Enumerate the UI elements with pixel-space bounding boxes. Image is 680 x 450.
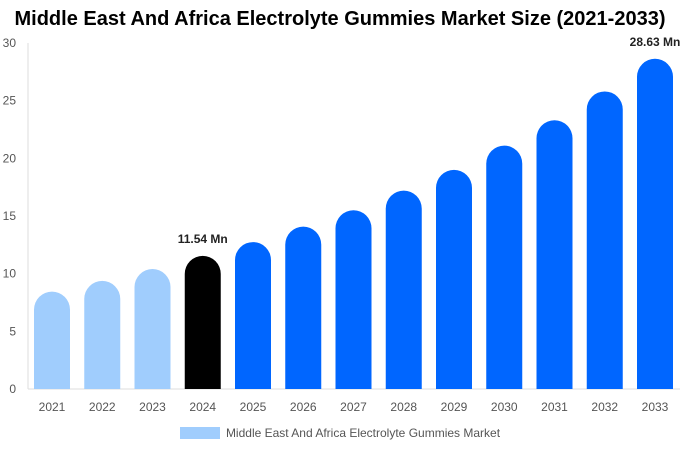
data-label-2024: 11.54 Mn: [178, 232, 228, 246]
bar-2032: [586, 91, 623, 390]
legend: Middle East And Africa Electrolyte Gummi…: [0, 426, 680, 440]
bar-2024: [184, 255, 221, 389]
bar-2025: [235, 242, 271, 389]
x-tick-label: 2026: [290, 400, 317, 414]
bar-2028: [385, 190, 422, 389]
bar-2021: [34, 291, 70, 389]
x-tick-label: 2028: [390, 400, 417, 414]
y-tick-label: 0: [9, 382, 16, 396]
bar-2033: [637, 58, 673, 390]
bar-2031: [536, 120, 573, 390]
x-tick-label: 2021: [39, 400, 66, 414]
bar-2022: [84, 280, 121, 389]
bar-2026: [285, 226, 322, 389]
x-tick-label: 2033: [642, 400, 669, 414]
legend-swatch: [179, 427, 220, 439]
data-label-2033: 28.63 Mn: [630, 35, 680, 49]
y-tick-label: 10: [3, 267, 17, 281]
bar-2030: [486, 145, 523, 389]
bar-2029: [436, 169, 472, 389]
x-tick-label: 2029: [441, 400, 468, 414]
x-tick-label: 2027: [340, 400, 367, 414]
y-tick-label: 20: [3, 151, 17, 165]
y-tick-label: 25: [3, 94, 17, 108]
legend-label: Middle East And Africa Electrolyte Gummi…: [225, 426, 501, 440]
x-tick-label: 2031: [541, 400, 568, 414]
chart-title: Middle East And Africa Electrolyte Gummi…: [14, 8, 666, 30]
bar-2027: [335, 210, 372, 389]
y-tick-label: 30: [3, 36, 17, 50]
x-tick-label: 2024: [189, 400, 216, 414]
x-tick-label: 2022: [89, 400, 116, 414]
x-tick-label: 2025: [240, 400, 267, 414]
y-tick-label: 15: [3, 209, 17, 223]
x-tick-label: 2030: [491, 400, 518, 414]
bar-2023: [134, 269, 171, 389]
x-tick-label: 2023: [139, 400, 166, 414]
x-tick-label: 2032: [591, 400, 618, 414]
y-tick-label: 5: [9, 324, 16, 338]
